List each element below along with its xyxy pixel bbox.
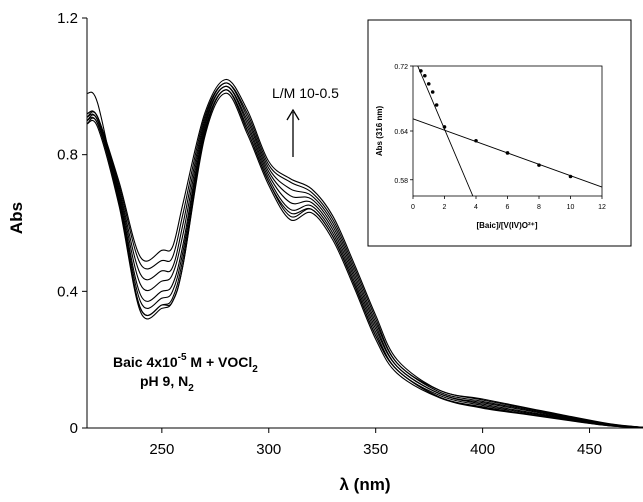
spectrum-series-line-9 <box>86 89 643 428</box>
main-plot-frame <box>86 18 643 429</box>
inset-y-ticks: 0.58 0.64 0.72 <box>394 64 413 185</box>
inset-data-point <box>426 82 431 86</box>
inset-x-tick-label: 6 <box>506 204 510 211</box>
conditions-annotation: pH 9, N2 <box>140 373 194 394</box>
inset-data-point <box>537 163 541 167</box>
x-axis-title: λ (nm) <box>340 475 391 494</box>
x-tick-label: 350 <box>363 441 388 458</box>
inset-x-ticks: 0 2 4 6 8 10 12 <box>411 196 606 211</box>
spectrum-series-line-4 <box>86 85 643 428</box>
inset-data-point <box>434 103 439 107</box>
inset-x-tick-label: 8 <box>537 204 541 211</box>
annotation-line2-prefix: pH 9, N <box>140 373 188 389</box>
inset-data-point <box>442 125 447 129</box>
inset-data-point <box>505 151 510 155</box>
inset-data-point <box>568 174 573 179</box>
annotation-line1-prefix: Baic 4x10 <box>113 354 178 370</box>
spectrum-series-line-8 <box>86 92 643 428</box>
inset-chart: 0 2 4 6 8 10 12 0.58 0.64 0.72 [Baic]/[V(IV)O²⁺]… <box>367 19 632 247</box>
x-tick-label: 400 <box>470 441 495 458</box>
inset-data-point <box>423 73 427 78</box>
main-x-ticks: 250 300 350 400 450 <box>149 428 602 458</box>
inset-y-tick-label: 0.64 <box>394 129 408 136</box>
y-tick-label: 1.2 <box>57 10 78 27</box>
inset-x-axis-title: [Baic]/[V(IV)O²⁺] <box>476 221 537 230</box>
y-tick-label: 0 <box>70 420 78 437</box>
arrow-head <box>286 108 300 121</box>
y-tick-label: 0.8 <box>57 147 78 164</box>
x-tick-label: 450 <box>577 441 602 458</box>
annotation-line2-sub: 2 <box>188 383 194 394</box>
inset-y-axis-title: Abs (316 nm) <box>375 106 384 157</box>
inset-x-tick-label: 10 <box>567 204 575 211</box>
inset-fit-line-1 <box>417 65 474 197</box>
inset-y-tick-label: 0.72 <box>394 64 408 71</box>
inset-x-tick-label: 12 <box>598 204 606 211</box>
inset-outer-border <box>367 19 632 247</box>
spectrum-series-line-5 <box>86 85 643 428</box>
x-tick-label: 300 <box>256 441 281 458</box>
main-series-group <box>86 78 643 428</box>
annotation-line1-mid: M + VOCl <box>187 354 253 370</box>
inset-y-tick-label: 0.58 <box>394 178 408 185</box>
spectrum-series-line-6 <box>86 89 643 428</box>
y-axis-title: Abs <box>7 202 26 234</box>
x-tick-label: 250 <box>149 441 174 458</box>
inset-x-tick-label: 4 <box>474 204 478 211</box>
inset-x-tick-label: 0 <box>411 204 415 211</box>
inset-data-point <box>430 90 435 94</box>
composition-annotation: Baic 4x10-5 M + VOCl2 <box>113 352 258 375</box>
main-y-ticks: 0 0.4 0.8 1.2 <box>57 10 87 437</box>
y-tick-label: 0.4 <box>57 283 78 300</box>
spectrum-series-line-3 <box>86 82 643 428</box>
inset-data-point <box>474 138 478 143</box>
arrow-label: L/M 10-0.5 <box>272 85 339 101</box>
annotation-line1-sub: 2 <box>252 364 258 375</box>
inset-data-point <box>419 69 423 73</box>
increase-arrow <box>286 108 300 157</box>
spectrum-series-line-1 <box>86 78 643 428</box>
annotation-line1-sup: -5 <box>178 352 187 363</box>
inset-points <box>419 69 573 179</box>
inset-x-tick-label: 2 <box>443 204 447 211</box>
spectrum-series-line-2 <box>86 82 643 428</box>
